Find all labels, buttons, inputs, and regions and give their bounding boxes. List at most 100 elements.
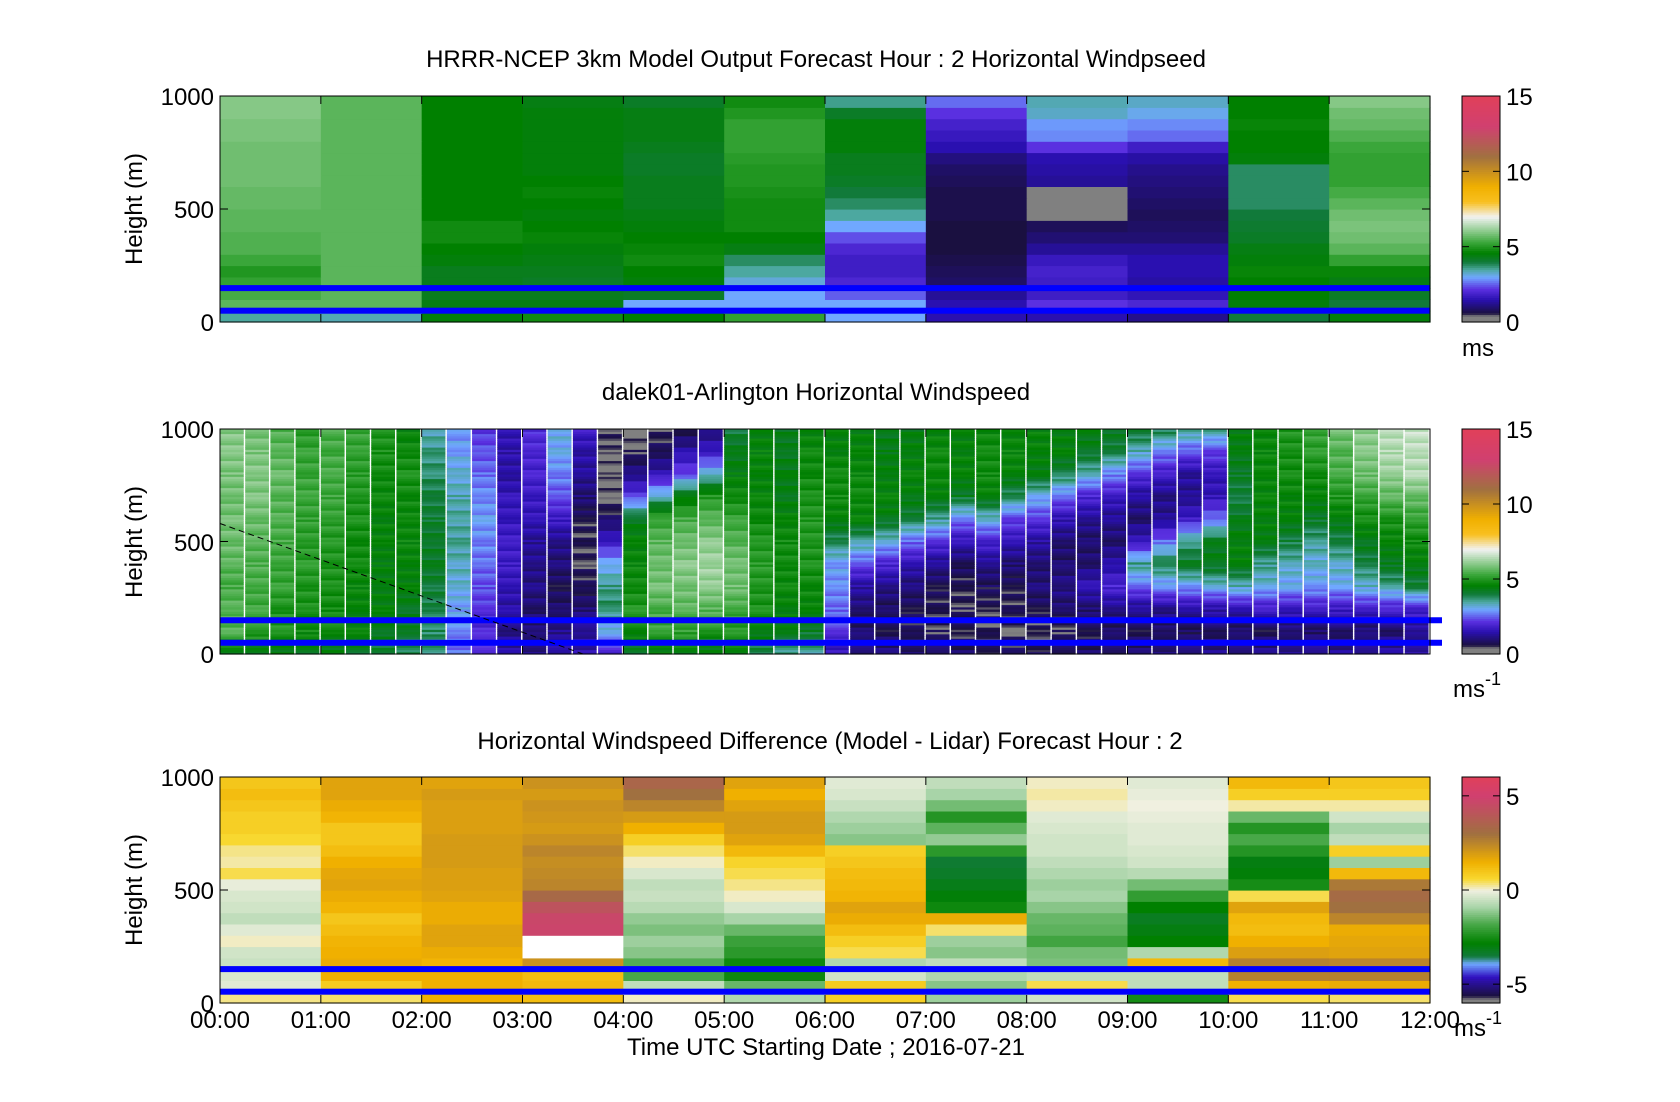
heatmap-cell xyxy=(220,573,244,576)
heatmap-cell xyxy=(1253,458,1278,462)
heatmap-cell xyxy=(270,456,295,459)
heatmap-cell xyxy=(875,613,900,617)
heatmap-cell xyxy=(220,186,322,199)
heatmap-cell xyxy=(698,597,723,601)
heatmap-cell xyxy=(900,501,925,504)
heatmap-cell xyxy=(875,600,900,603)
heatmap-cell xyxy=(1127,512,1152,516)
heatmap-cell xyxy=(623,433,648,437)
heatmap-cell xyxy=(925,586,950,590)
heatmap-cell xyxy=(598,471,622,475)
heatmap-cell xyxy=(1278,552,1303,556)
heatmap-cell xyxy=(724,310,826,323)
heatmap-cell xyxy=(1177,498,1202,502)
heatmap-cell xyxy=(1329,532,1353,536)
heatmap-cell xyxy=(371,636,395,639)
heatmap-cell xyxy=(1354,555,1379,558)
heatmap-cell xyxy=(346,451,370,455)
heatmap-cell xyxy=(270,507,295,511)
heatmap-cell xyxy=(648,600,673,603)
heatmap-cell xyxy=(648,462,673,466)
heatmap-cell xyxy=(749,602,774,606)
heatmap-cell xyxy=(698,483,723,486)
heatmap-cell xyxy=(1077,651,1101,655)
heatmap-cell xyxy=(1228,462,1253,466)
heatmap-cell xyxy=(320,624,345,628)
heatmap-cell xyxy=(774,471,799,475)
heatmap-cell xyxy=(1253,496,1278,500)
heatmap-cell xyxy=(220,588,244,592)
heatmap-cell xyxy=(1127,429,1152,432)
heatmap-cell xyxy=(497,606,522,610)
heatmap-cell xyxy=(1203,633,1227,637)
heatmap-cell xyxy=(724,299,826,312)
heatmap-cell xyxy=(925,175,1028,187)
heatmap-cell xyxy=(875,537,900,540)
heatmap-cell xyxy=(1303,431,1328,435)
heatmap-cell xyxy=(850,649,874,653)
heatmap-cell xyxy=(850,543,874,547)
heatmap-cell xyxy=(320,440,345,444)
heatmap-cell xyxy=(245,647,269,651)
heatmap-cell xyxy=(220,480,244,484)
heatmap-cell xyxy=(951,442,975,446)
heatmap-cell xyxy=(1127,449,1152,453)
heatmap-cell xyxy=(1077,568,1101,572)
heatmap-cell xyxy=(421,299,524,312)
heatmap-cell xyxy=(421,129,524,142)
heatmap-cell xyxy=(774,485,799,489)
heatmap-cell xyxy=(220,453,244,457)
heatmap-cell xyxy=(245,543,269,547)
heatmap-cell xyxy=(396,622,421,626)
heatmap-cell xyxy=(547,645,572,648)
heatmap-cell xyxy=(371,444,395,448)
heatmap-cell xyxy=(1152,631,1177,635)
heatmap-cell xyxy=(623,444,648,448)
heatmap-cell xyxy=(1329,501,1353,504)
heatmap-cell xyxy=(1329,516,1353,520)
heatmap-cell xyxy=(799,453,824,457)
heatmap-cell xyxy=(220,519,244,522)
colorbar-swatch xyxy=(1462,122,1500,125)
colorbar-swatch xyxy=(1462,235,1500,238)
heatmap-cell xyxy=(900,597,925,601)
heatmap-cell xyxy=(446,456,471,459)
heatmap-cell xyxy=(1077,615,1101,619)
colorbar-swatch xyxy=(1462,156,1500,159)
heatmap-cell xyxy=(1177,597,1202,601)
heatmap-cell xyxy=(396,645,421,648)
heatmap-cell xyxy=(1001,492,1026,495)
heatmap-cell xyxy=(497,438,522,441)
heatmap-cell xyxy=(421,557,446,561)
heatmap-cell xyxy=(245,613,269,617)
heatmap-cell xyxy=(472,521,496,525)
heatmap-cell xyxy=(799,447,824,450)
heatmap-cell xyxy=(925,469,950,473)
heatmap-cell xyxy=(497,541,522,545)
heatmap-cell xyxy=(446,615,471,619)
heatmap-cell xyxy=(1051,440,1076,444)
heatmap-cell xyxy=(1278,604,1303,608)
heatmap-cell xyxy=(245,467,269,471)
heatmap-cell xyxy=(925,595,950,599)
heatmap-cell xyxy=(371,564,395,567)
heatmap-cell xyxy=(951,478,975,482)
heatmap-cell xyxy=(724,564,748,567)
heatmap-cell xyxy=(346,487,370,491)
heatmap-cell xyxy=(245,586,269,590)
heatmap-cell xyxy=(1329,476,1353,480)
heatmap-cell xyxy=(1127,299,1229,312)
heatmap-cell xyxy=(623,438,648,441)
heatmap-cell xyxy=(850,440,874,444)
heatmap-cell xyxy=(976,435,1000,439)
heatmap-cell xyxy=(799,600,824,603)
heatmap-cell xyxy=(320,546,345,549)
heatmap-cell xyxy=(1303,561,1328,565)
heatmap-cell xyxy=(1228,593,1253,597)
heatmap-cell xyxy=(850,438,874,441)
heatmap-cell xyxy=(951,633,975,637)
heatmap-cell xyxy=(976,510,1000,513)
heatmap-cell xyxy=(1278,645,1303,648)
heatmap-cell xyxy=(497,494,522,498)
heatmap-cell xyxy=(446,595,471,599)
